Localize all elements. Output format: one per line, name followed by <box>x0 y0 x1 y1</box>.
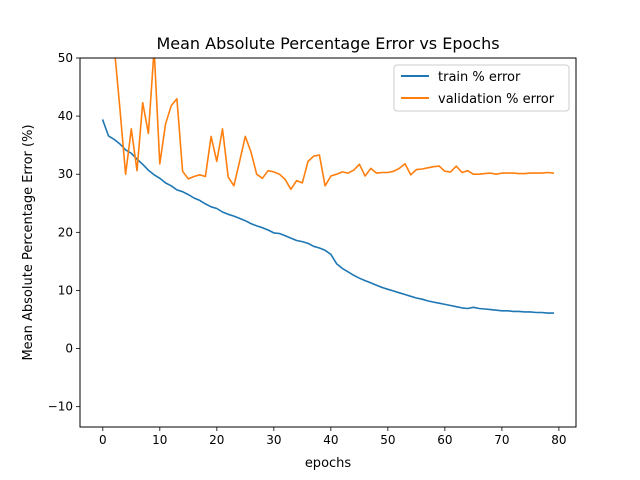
x-tick-label: 0 <box>99 433 107 447</box>
plot-frame <box>79 57 577 428</box>
y-tick-label: 50 <box>58 51 73 65</box>
x-tick-label: 10 <box>152 433 167 447</box>
legend-box <box>393 64 570 112</box>
y-tick-label: 40 <box>58 109 73 123</box>
x-tick-label: 40 <box>323 433 338 447</box>
x-axis-label: epochs <box>305 456 352 471</box>
x-tick-label: 70 <box>494 433 509 447</box>
y-tick-label: −10 <box>48 400 73 414</box>
ticks-layer: 0 10 20 30 40 50 60 70 80 −10 0 10 20 30 40 50 <box>48 51 567 447</box>
legend-label-train: train % error <box>438 70 521 85</box>
y-tick-label: 20 <box>58 225 73 239</box>
series-layer <box>101 58 555 314</box>
series-line-train <box>101 119 554 314</box>
x-tick-label: 20 <box>209 433 224 447</box>
x-tick-label: 30 <box>266 433 281 447</box>
chart-title: Mean Absolute Percentage Error vs Epochs <box>156 34 499 53</box>
y-tick-label: 30 <box>58 167 73 181</box>
series-line-validation <box>114 58 555 191</box>
legend-label-validation: validation % error <box>438 92 555 107</box>
x-tick-label: 50 <box>380 433 395 447</box>
y-tick-label: 0 <box>65 342 73 356</box>
y-axis-label: Mean Absolute Percentage Error (%) <box>21 124 36 360</box>
x-tick-label: 60 <box>437 433 452 447</box>
x-tick-label: 80 <box>551 433 566 447</box>
y-tick-label: 10 <box>58 283 73 297</box>
legend: train % error validation % error <box>393 64 570 112</box>
